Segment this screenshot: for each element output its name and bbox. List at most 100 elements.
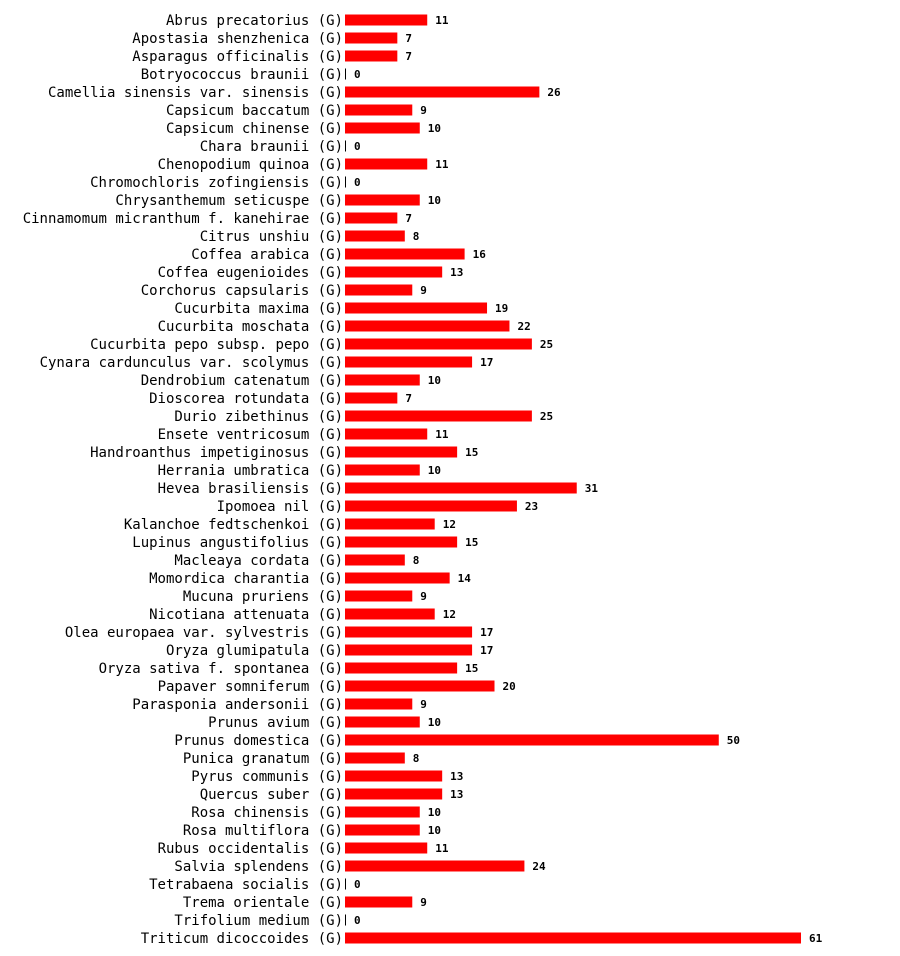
bar <box>345 446 458 458</box>
value-label: 20 <box>503 680 516 693</box>
category-label: Chromochloris zofingiensis (G) <box>90 175 343 191</box>
value-label: 10 <box>428 194 441 207</box>
category-label: Capsicum baccatum (G) <box>166 103 343 119</box>
category-label: Handroanthus impetiginosus (G) <box>90 445 343 461</box>
bar <box>345 158 428 170</box>
value-label: 17 <box>480 644 493 657</box>
value-label: 24 <box>532 860 546 873</box>
bar-row: Capsicum chinense (G) 10 <box>166 121 441 137</box>
category-label: Chrysanthemum seticuspe (G) <box>115 193 343 209</box>
bar <box>345 356 473 368</box>
value-label: 0 <box>354 878 361 891</box>
bar-row: Rosa chinensis (G) 10 <box>191 805 441 821</box>
bar-row: Apostasia shenzhenica (G) 7 <box>132 31 412 47</box>
category-label: Coffea eugenioides (G) <box>158 265 343 281</box>
category-label: Apostasia shenzhenica (G) <box>132 31 343 47</box>
bar <box>345 896 413 908</box>
category-label: Corchorus capsularis (G) <box>141 283 343 299</box>
bar-row: Cynara cardunculus var. scolymus (G) 17 <box>40 355 494 371</box>
bar-row: Rubus occidentalis (G) 11 <box>158 841 449 857</box>
bar-row: Capsicum baccatum (G) 9 <box>166 103 427 119</box>
bar <box>345 608 435 620</box>
value-label: 12 <box>443 608 456 621</box>
category-label: Nicotiana attenuata (G) <box>149 607 343 623</box>
bar <box>345 284 413 296</box>
bar <box>345 410 532 422</box>
bar-row: Punica granatum (G) 8 <box>183 751 420 767</box>
value-label: 10 <box>428 806 441 819</box>
value-label: 50 <box>727 734 740 747</box>
category-label: Tetrabaena socialis (G) <box>149 877 343 893</box>
category-label: Trema orientale (G) <box>183 895 343 911</box>
value-label: 10 <box>428 464 441 477</box>
bar <box>345 554 405 566</box>
value-label: 7 <box>405 50 412 63</box>
bar-row: Ensete ventricosum (G) 11 <box>158 427 449 443</box>
bar <box>345 86 540 98</box>
bar-row: Cucurbita pepo subsp. pepo (G) 25 <box>90 337 553 353</box>
value-label: 13 <box>450 266 463 279</box>
value-label: 19 <box>495 302 508 315</box>
bar <box>345 716 420 728</box>
bar-row: Nicotiana attenuata (G) 12 <box>149 607 456 623</box>
category-label: Rubus occidentalis (G) <box>158 841 343 857</box>
bar-row: Botryococcus braunii (G) 0 <box>141 67 361 83</box>
bar-row: Citrus unshiu (G) 8 <box>200 229 420 245</box>
value-label: 23 <box>525 500 538 513</box>
bar <box>345 266 443 278</box>
bar-row: Trema orientale (G) 9 <box>183 895 427 911</box>
bar-row: Chenopodium quinoa (G) 11 <box>158 157 449 173</box>
category-label: Ensete ventricosum (G) <box>158 427 343 443</box>
category-label: Lupinus angustifolius (G) <box>132 535 343 551</box>
bar <box>345 536 458 548</box>
bar <box>345 752 405 764</box>
bar <box>345 482 577 494</box>
category-label: Momordica charantia (G) <box>149 571 343 587</box>
category-label: Botryococcus braunii (G) <box>141 67 343 83</box>
category-label: Cinnamomum micranthum f. kanehirae (G) <box>23 211 343 227</box>
bar-row: Chromochloris zofingiensis (G) 0 <box>90 175 361 191</box>
bar <box>345 230 405 242</box>
value-label: 7 <box>405 392 412 405</box>
category-label: Oryza glumipatula (G) <box>166 643 343 659</box>
value-label: 9 <box>420 698 427 711</box>
bar-row: Lupinus angustifolius (G) 15 <box>132 535 478 551</box>
bar-row: Mucuna pruriens (G) 9 <box>183 589 427 605</box>
bar <box>345 140 346 152</box>
bar-row: Chrysanthemum seticuspe (G) 10 <box>115 193 441 209</box>
value-label: 31 <box>585 482 599 495</box>
category-label: Prunus avium (G) <box>208 715 343 731</box>
category-label: Cucurbita pepo subsp. pepo (G) <box>90 337 343 353</box>
category-label: Cynara cardunculus var. scolymus (G) <box>40 355 343 371</box>
value-label: 61 <box>809 932 823 945</box>
value-label: 10 <box>428 716 441 729</box>
bar-row: Macleaya cordata (G) 8 <box>174 553 419 569</box>
value-label: 11 <box>435 158 449 171</box>
bar <box>345 662 458 674</box>
category-label: Parasponia andersonii (G) <box>132 697 343 713</box>
bar-row: Chara braunii (G) 0 <box>200 139 361 155</box>
value-label: 11 <box>435 14 449 27</box>
bar-row: Coffea arabica (G) 16 <box>191 247 486 263</box>
category-label: Cucurbita maxima (G) <box>174 301 343 317</box>
bar <box>345 32 398 44</box>
bar <box>345 824 420 836</box>
category-label: Dendrobium catenatum (G) <box>141 373 343 389</box>
value-label: 10 <box>428 374 441 387</box>
value-label: 0 <box>354 914 361 927</box>
bar <box>345 770 443 782</box>
bar-row: Abrus precatorius (G) 11 <box>166 13 449 29</box>
bar <box>345 788 443 800</box>
bar-row: Cucurbita moschata (G) 22 <box>158 319 531 335</box>
bar <box>345 590 413 602</box>
bar-row: Asparagus officinalis (G) 7 <box>132 49 412 65</box>
value-label: 14 <box>458 572 472 585</box>
value-label: 7 <box>405 32 412 45</box>
bar-row: Rosa multiflora (G) 10 <box>183 823 441 839</box>
bar <box>345 932 801 944</box>
value-label: 22 <box>517 320 530 333</box>
bar-row: Handroanthus impetiginosus (G) 15 <box>90 445 478 461</box>
bar-row: Salvia splendens (G) 24 <box>174 859 546 875</box>
value-label: 8 <box>413 554 420 567</box>
